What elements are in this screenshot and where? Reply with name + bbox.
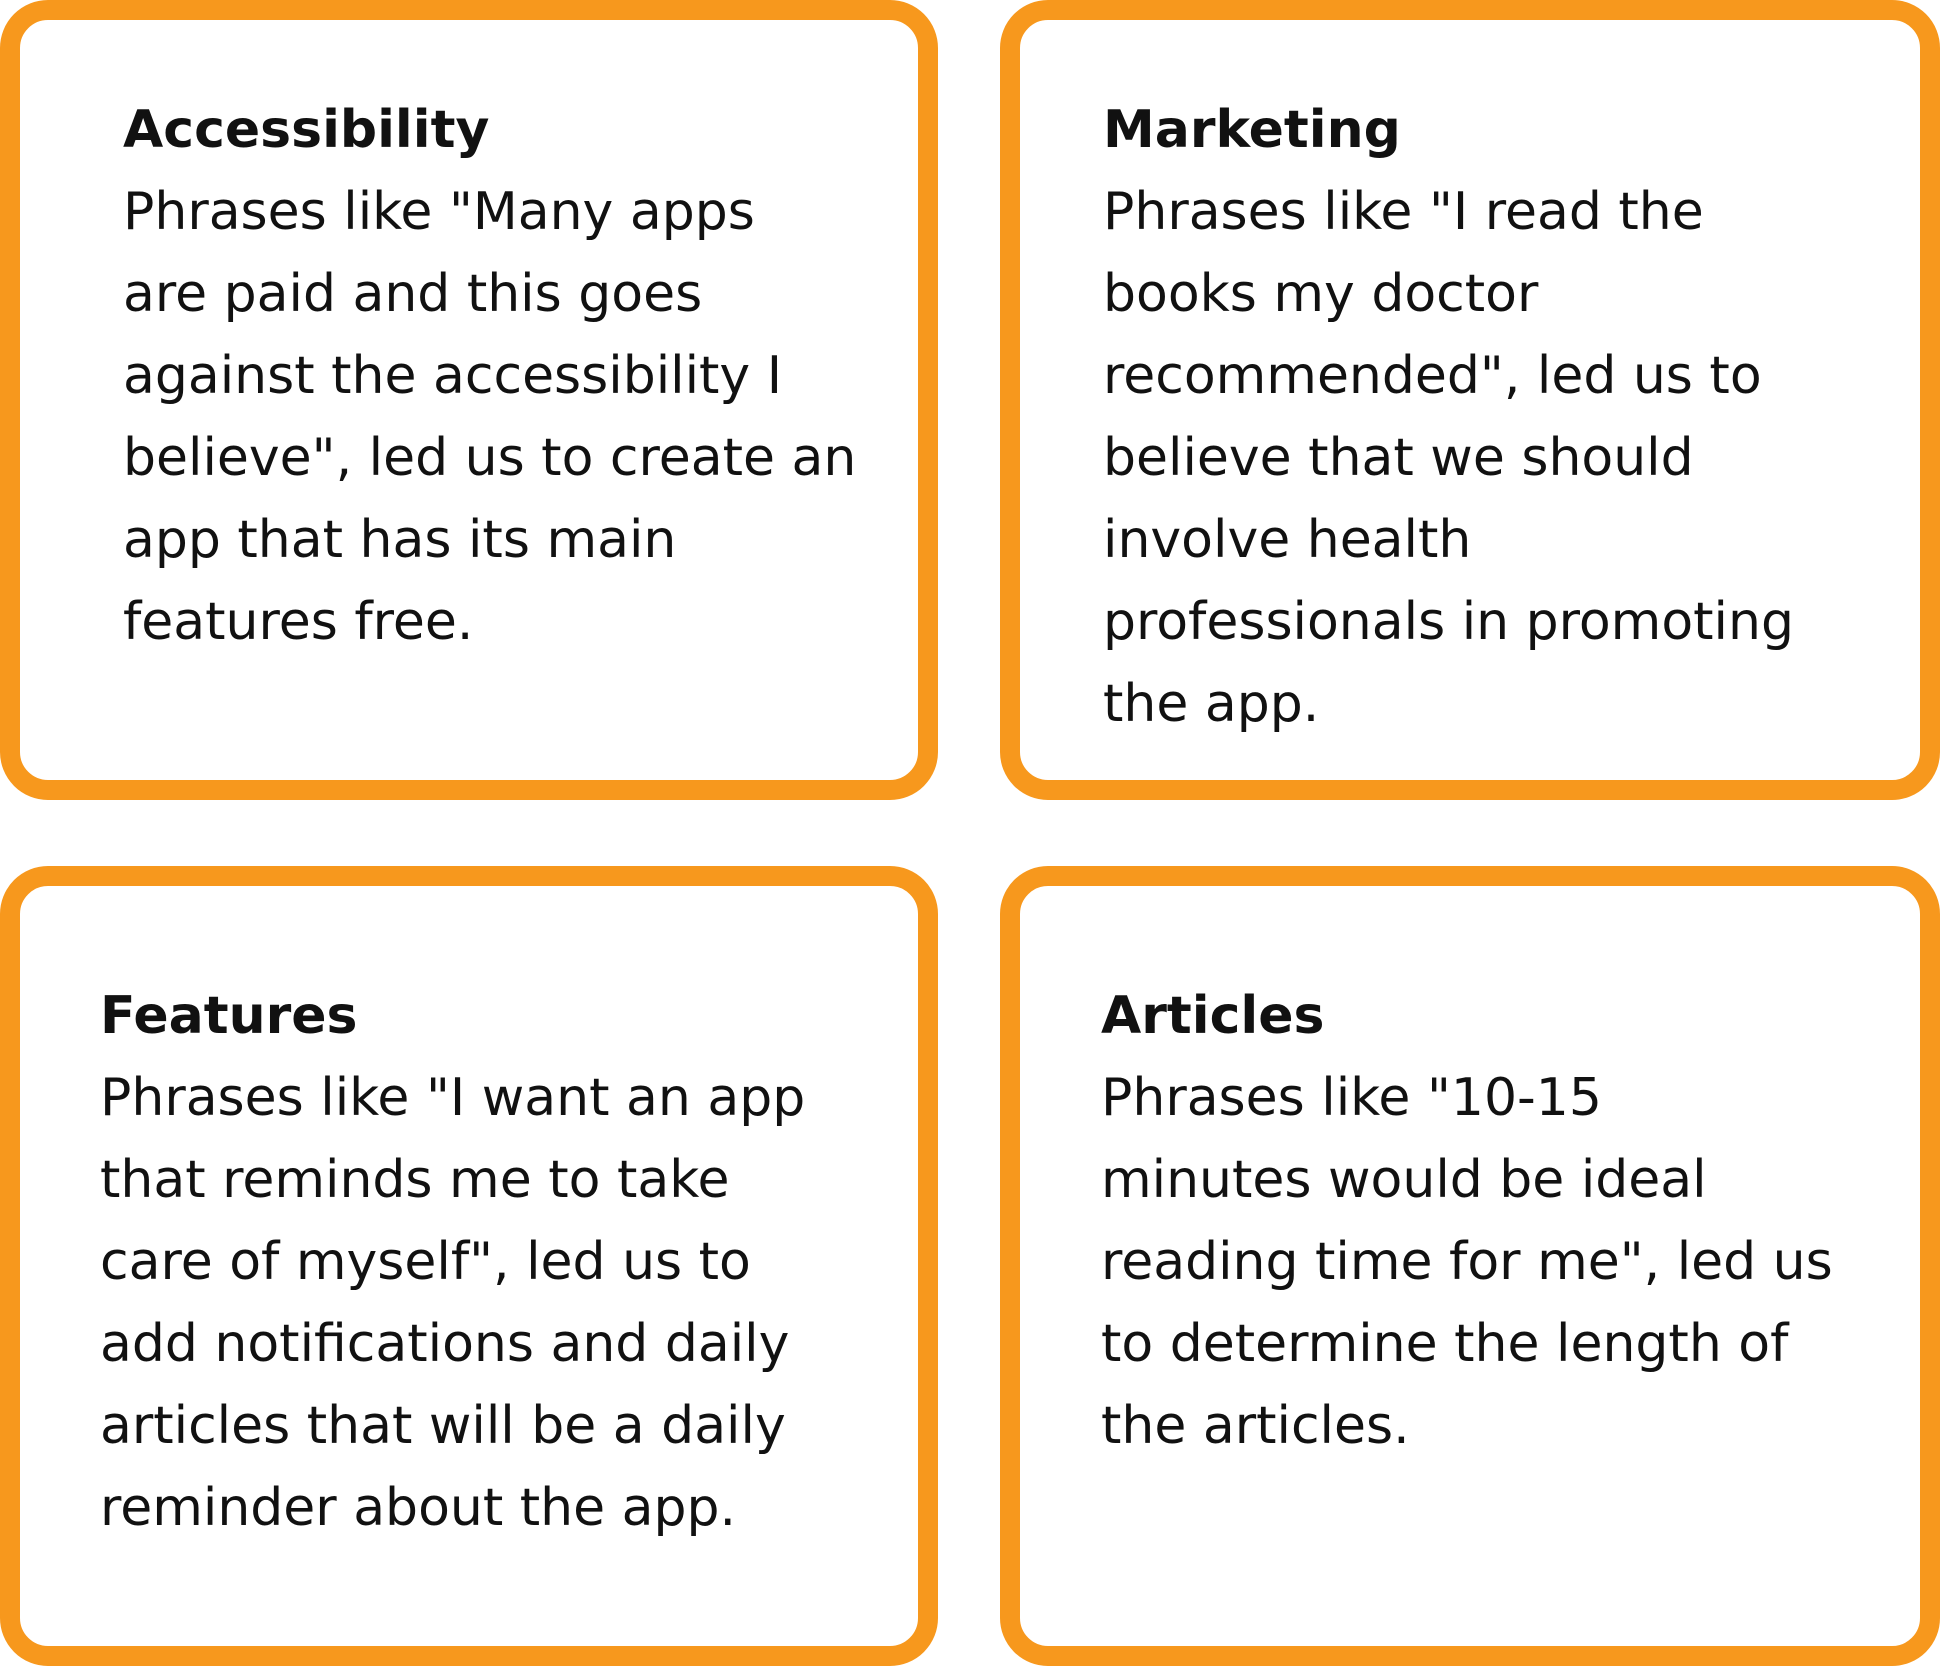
card-body-line: professionals in promoting: [1103, 592, 1794, 652]
card-body-line: believe", led us to create an: [123, 428, 857, 488]
card-body-line: that reminds me to take: [100, 1150, 730, 1210]
card-features: Features Phrases like "I want an app tha…: [0, 866, 938, 1666]
card-body-line: features free.: [123, 592, 474, 652]
card-title: Articles: [1101, 986, 1325, 1046]
card-body-line: care of myself", led us to: [100, 1232, 751, 1292]
card-body-line: against the accessibility I: [123, 346, 783, 406]
card-body-line: Phrases like "I want an app: [100, 1068, 806, 1128]
card-body-line: reminder about the app.: [100, 1478, 737, 1538]
card-articles: Articles Phrases like "10-15 minutes wou…: [1000, 866, 1940, 1666]
card-body-line: the app.: [1103, 674, 1320, 734]
card-body-line: are paid and this goes: [123, 264, 703, 324]
card-body-line: minutes would be ideal: [1101, 1150, 1707, 1210]
card-marketing: Marketing Phrases like "I read the books…: [1000, 0, 1940, 800]
card-content: Features Phrases like "I want an app tha…: [100, 975, 880, 1549]
card-content: Articles Phrases like "10-15 minutes wou…: [1101, 975, 1881, 1467]
card-title: Accessibility: [123, 100, 490, 160]
card-body-line: app that has its main: [123, 510, 677, 570]
card-body-line: add notifications and daily: [100, 1314, 790, 1374]
card-body-line: believe that we should: [1103, 428, 1694, 488]
card-title: Features: [100, 986, 358, 1046]
card-content: Accessibility Phrases like "Many apps ar…: [123, 89, 903, 663]
card-body-line: Phrases like "10-15: [1101, 1068, 1602, 1128]
card-body-line: books my doctor: [1103, 264, 1539, 324]
card-body-line: involve health: [1103, 510, 1472, 570]
card-body-line: Phrases like "Many apps: [123, 182, 755, 242]
card-body-line: Phrases like "I read the: [1103, 182, 1704, 242]
card-body-line: reading time for me", led us: [1101, 1232, 1833, 1292]
card-body-line: to determine the length of: [1101, 1314, 1789, 1374]
card-accessibility: Accessibility Phrases like "Many apps ar…: [0, 0, 938, 800]
card-body-line: recommended", led us to: [1103, 346, 1762, 406]
card-body-line: the articles.: [1101, 1396, 1410, 1456]
card-content: Marketing Phrases like "I read the books…: [1103, 89, 1883, 745]
card-body-line: articles that will be a daily: [100, 1396, 786, 1456]
card-title: Marketing: [1103, 100, 1401, 160]
